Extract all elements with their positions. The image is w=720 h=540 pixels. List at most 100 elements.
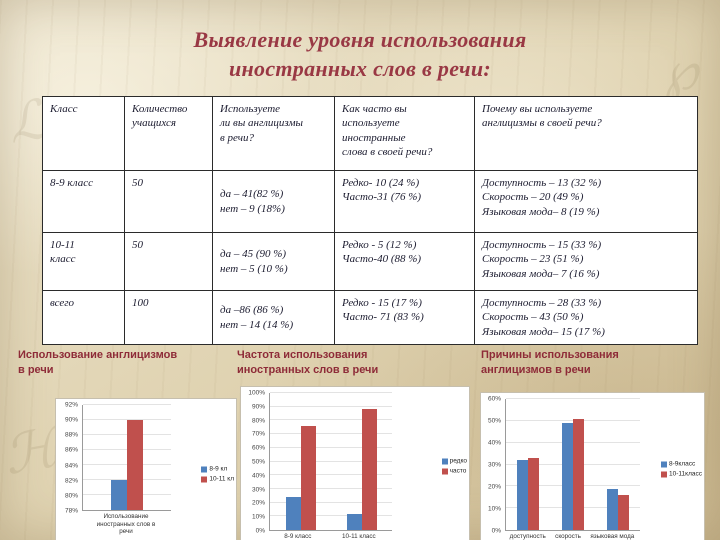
legend: 8-9 кл 10-11 кл	[201, 466, 234, 483]
table-row-8-9: 8-9 класс 50 да – 41(82 %) нет – 9 (18%)…	[42, 170, 698, 233]
cell-reason: Доступность – 15 (33 %) Скорость – 23 (5…	[474, 232, 698, 291]
bar-group	[111, 405, 143, 510]
header-count: Количество учащихся	[124, 96, 213, 171]
cell-class: 8-9 класс	[42, 170, 125, 233]
bar-редко	[346, 513, 362, 530]
y-axis-label: 40%	[251, 472, 265, 480]
cell-class: всего	[42, 290, 125, 345]
y-axis-label: 92%	[64, 401, 78, 409]
slide-title-line2: иностранных слов в речи:	[228, 55, 491, 81]
gridline	[270, 501, 392, 503]
cell-frequency: Редко - 15 (17 %) Часто- 71 (83 %)	[334, 290, 475, 345]
section-title-usage: Использование англицизмов в речи	[18, 349, 178, 376]
plot-area	[269, 392, 392, 531]
x-axis: доступность скорость языковая мода	[505, 531, 639, 540]
bar-groups	[83, 405, 171, 510]
gridline	[270, 487, 392, 489]
header-reason: Почему вы используете англицизмы в своей…	[474, 96, 698, 171]
header-use: Используете ли вы англицизмы в речи?	[212, 96, 335, 171]
legend-label: часто	[449, 467, 467, 475]
bar-8-9класс	[561, 423, 573, 530]
y-axis-label: 88%	[64, 431, 78, 439]
legend-label: 8-9 кл	[209, 465, 228, 473]
x-axis-label: скорость	[555, 533, 581, 540]
y-axis-label: 60%	[487, 395, 501, 403]
legend-swatch	[441, 468, 448, 474]
gridline	[270, 405, 392, 407]
chart-usage: 78% 80% 82% 84% 86% 88% 90% 92% Использование и…	[55, 398, 237, 540]
legend-label: 8-9класс	[669, 460, 696, 468]
gridline	[270, 392, 392, 393]
y-axis-label: 30%	[487, 461, 501, 469]
background-texture: ℋ	[0, 415, 63, 488]
bar-8-9 кл	[111, 480, 127, 510]
bar-group	[561, 399, 584, 530]
x-axis-label: языковая мода	[590, 533, 635, 540]
legend-item: редко	[441, 458, 467, 465]
y-axis-label: 80%	[64, 492, 78, 500]
gridline	[270, 515, 392, 517]
legend-swatch	[661, 461, 668, 467]
bar-10-11 кл	[127, 420, 143, 510]
cell-reason: Доступность – 28 (33 %) Скорость – 43 (5…	[474, 290, 698, 345]
section-title-frequency: Частота использования иностранных слов в…	[237, 349, 379, 376]
y-axis-label: 10%	[487, 505, 501, 513]
bar-group	[285, 393, 316, 530]
y-axis-label: 10%	[251, 513, 265, 521]
cell-count: 50	[124, 170, 213, 233]
gridline	[270, 433, 392, 435]
plot-area	[505, 398, 640, 531]
gridline	[270, 460, 392, 462]
bar-8-9класс	[517, 460, 529, 530]
y-axis-label: 30%	[251, 486, 265, 494]
bar-10-11класс	[528, 457, 540, 530]
chart-reasons: 0% 10% 20% 30% 40% 50% 60% доступность скорость…	[480, 392, 705, 540]
section-title-reasons: Причины использования англицизмов в речи	[481, 349, 619, 376]
x-axis: Использование иностранных слов в речи	[82, 511, 170, 540]
cell-reason: Доступность – 13 (32 %) Скорость – 20 (4…	[474, 170, 698, 233]
y-axis-label: 0%	[491, 527, 501, 535]
bar-10-11класс	[617, 495, 629, 530]
legend-swatch	[201, 466, 208, 472]
y-axis-label: 86%	[64, 446, 78, 454]
legend-item: 8-9 кл	[201, 466, 234, 473]
bar-часто	[361, 409, 377, 530]
y-axis-label: 40%	[487, 439, 501, 447]
table-header-row: Класс Количество учащихся Используете ли…	[42, 96, 698, 171]
cell-frequency: Редко - 5 (12 %) Часто-40 (88 %)	[334, 232, 475, 291]
legend-label: 10-11 кл	[209, 475, 234, 483]
legend-swatch	[201, 476, 208, 482]
y-axis-label: 82%	[64, 477, 78, 485]
y-axis-label: 90%	[251, 403, 265, 411]
plot-area	[82, 404, 171, 511]
bar-groups	[506, 399, 640, 530]
y-axis-label: 70%	[251, 430, 265, 438]
gridline	[83, 419, 171, 420]
cell-count: 50	[124, 232, 213, 291]
legend-item: часто	[441, 467, 467, 475]
legend: редко часто	[441, 458, 467, 475]
bar-редко	[285, 497, 301, 530]
gridline	[270, 474, 392, 476]
slide-title-line1: Выявление уровня использования	[193, 27, 527, 52]
bar-group	[517, 399, 540, 530]
bar-8-9класс	[606, 488, 618, 530]
y-axis-label: 84%	[64, 462, 78, 470]
chart-frequency: 0% 10% 20% 30% 40% 50% 60% 70% 80% 90% 100% 8-9 кл…	[240, 386, 470, 540]
gridline	[83, 404, 171, 405]
legend-item: 8-9класс	[661, 461, 702, 468]
y-axis-label: 60%	[251, 444, 265, 452]
y-axis: 0% 10% 20% 30% 40% 50% 60% 70% 80% 90% 100%	[241, 389, 269, 535]
cell-class: 10-11 класс	[42, 232, 125, 291]
y-axis-label: 0%	[255, 527, 265, 535]
survey-table: Класс Количество учащихся Используете ли…	[42, 96, 698, 345]
y-axis-label: 100%	[248, 389, 265, 397]
y-axis: 78% 80% 82% 84% 86% 88% 90% 92%	[56, 401, 82, 515]
y-axis-label: 20%	[251, 499, 265, 507]
bar-group	[346, 393, 377, 530]
header-class: Класс	[42, 96, 125, 171]
table-row-10-11: 10-11 класс 50 да – 45 (90 %) нет – 5 (1…	[42, 232, 698, 291]
cell-use: да – 45 (90 %) нет – 5 (10 %)	[212, 232, 335, 291]
table-row-total: всего 100 да –86 (86 %) нет – 14 (14 %) …	[42, 290, 698, 345]
